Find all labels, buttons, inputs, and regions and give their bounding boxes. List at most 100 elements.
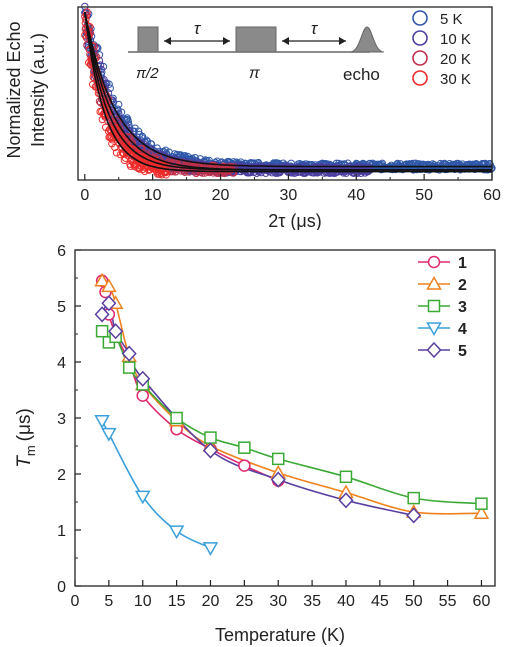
echo-x-tick-label: 60 [483,187,501,204]
tm-y-tick-label: 5 [57,299,66,316]
tm-data-point [202,442,219,459]
tm-x-tick-label: 60 [473,593,491,610]
tm-data-point [406,507,422,524]
echo-legend-marker [412,10,428,26]
tm-x-tick-label: 30 [269,593,287,610]
tm-data-point [136,389,149,402]
tm-x-tick-label: 10 [134,593,152,610]
echo-point [128,138,137,147]
tm-y-tick-label: 4 [57,355,66,372]
tm-data-point [134,490,151,505]
tm-data-point [407,491,420,505]
tm-legend-item-4: 4 [418,321,467,338]
tm-legend-label: 3 [458,299,467,316]
tm-data-point [271,452,285,466]
tm-data-point [338,492,354,509]
tm-x-axis-label: Temperature (K) [215,625,345,645]
echo-plot-frame [77,6,493,181]
echo-fit-curve-1 [84,12,492,168]
tm-x-tick-label: 35 [303,593,321,610]
tm-legend-item-3: 3 [418,299,467,316]
tm-data-point [101,427,117,442]
svg-text:Tm(μs): Tm (μs) [14,408,38,468]
tm-data-point [339,470,353,484]
echo-axes: 0 10 20 30 40 50 60 [77,6,501,204]
tm-legend-item-5: 5 [418,341,467,360]
tm-series-5-markers [94,295,422,524]
echo-legend-marker [412,50,428,66]
echo-point [117,132,125,141]
echo-legend-label: 5 K [440,11,463,28]
echo-legend-marker [412,30,428,46]
tm-x-tick-label: 55 [439,593,457,610]
tm-legend-label: 5 [458,343,467,360]
echo-legend-label: 30 K [440,71,471,88]
tm-y-tick-label: 0 [57,579,66,596]
echo-fit-curve-4 [84,12,492,173]
echo-label: echo [343,65,380,84]
tm-data-point [475,497,488,510]
tm-data-point [101,295,117,312]
tm-data-point [135,370,151,387]
tm-data-point [238,459,251,472]
tm-data-point [202,542,219,556]
tm-y-axis-label: Tm (μs) [14,408,38,468]
tm-data-point [122,361,136,374]
tm-legend-marker [427,299,441,313]
tm-legend-label: 2 [458,277,467,294]
tm-y-label-unit: (μs) [14,408,35,441]
echo-x-tick-label: 20 [212,187,230,204]
tm-x-tick-label: 50 [405,593,423,610]
tm-data-point [101,278,117,293]
echo-point [133,149,141,157]
echo-pulse [349,26,385,53]
tm-data-point [238,441,251,454]
tm-legend-marker [426,341,442,359]
tm-y-label-sub: m [23,445,38,456]
echo-x-tick-label: 10 [144,187,162,204]
echo-point [162,171,170,179]
tm-x-tick-label: 5 [104,593,113,610]
echo-legend-item-1: 5 K [412,10,463,28]
pi-half-pulse [137,26,159,53]
tm-y-tick-label: 3 [57,411,66,428]
echo-decay-chart: Normalized Echo Intensity (a.u.) 0 10 20 30… [4,2,501,230]
pi-label: π [249,65,260,82]
echo-legend-item-4: 30 K [412,70,471,88]
tm-series-markers [94,272,490,556]
tm-legend-item-2: 2 [418,275,467,294]
echo-fit-curve-3 [84,12,492,171]
tm-x-tick-label: 45 [371,593,389,610]
tm-legend-marker [427,255,441,269]
tm-data-point [94,415,110,429]
tm-legend: 1 2 3 4 5 [418,255,467,360]
pi-pulse [235,26,277,53]
tm-data-point [121,345,137,362]
pi-half-label: π/2 [136,65,159,82]
tm-data-point [170,411,183,425]
tm-x-tick-label: 25 [235,593,253,610]
tm-data-point [94,306,110,323]
tau-label-1: τ [194,19,202,38]
tm-x-tick-label: 20 [202,593,220,610]
echo-x-tick-label: 40 [347,187,365,204]
tm-x-tick-label: 40 [337,593,355,610]
tau-arrow-1 [164,37,230,45]
echo-point [146,145,155,153]
tm-legend-marker [426,275,442,290]
tm-y-tick-label: 6 [57,243,66,260]
tm-y-tick-label: 1 [57,523,66,540]
echo-x-tick-label: 30 [279,187,297,204]
echo-y-axis-label-line2: Intensity (a.u.) [28,33,48,147]
tm-legend-item-1: 1 [418,255,467,272]
echo-legend-item-2: 10 K [412,30,471,48]
tm-series-lines [101,280,482,549]
echo-point [134,127,143,135]
tm-data-point [270,471,286,488]
echo-x-tick-label: 0 [80,187,89,204]
echo-legend-label: 10 K [440,31,471,48]
echo-point [83,8,91,16]
tm-series-3-markers [95,324,488,510]
